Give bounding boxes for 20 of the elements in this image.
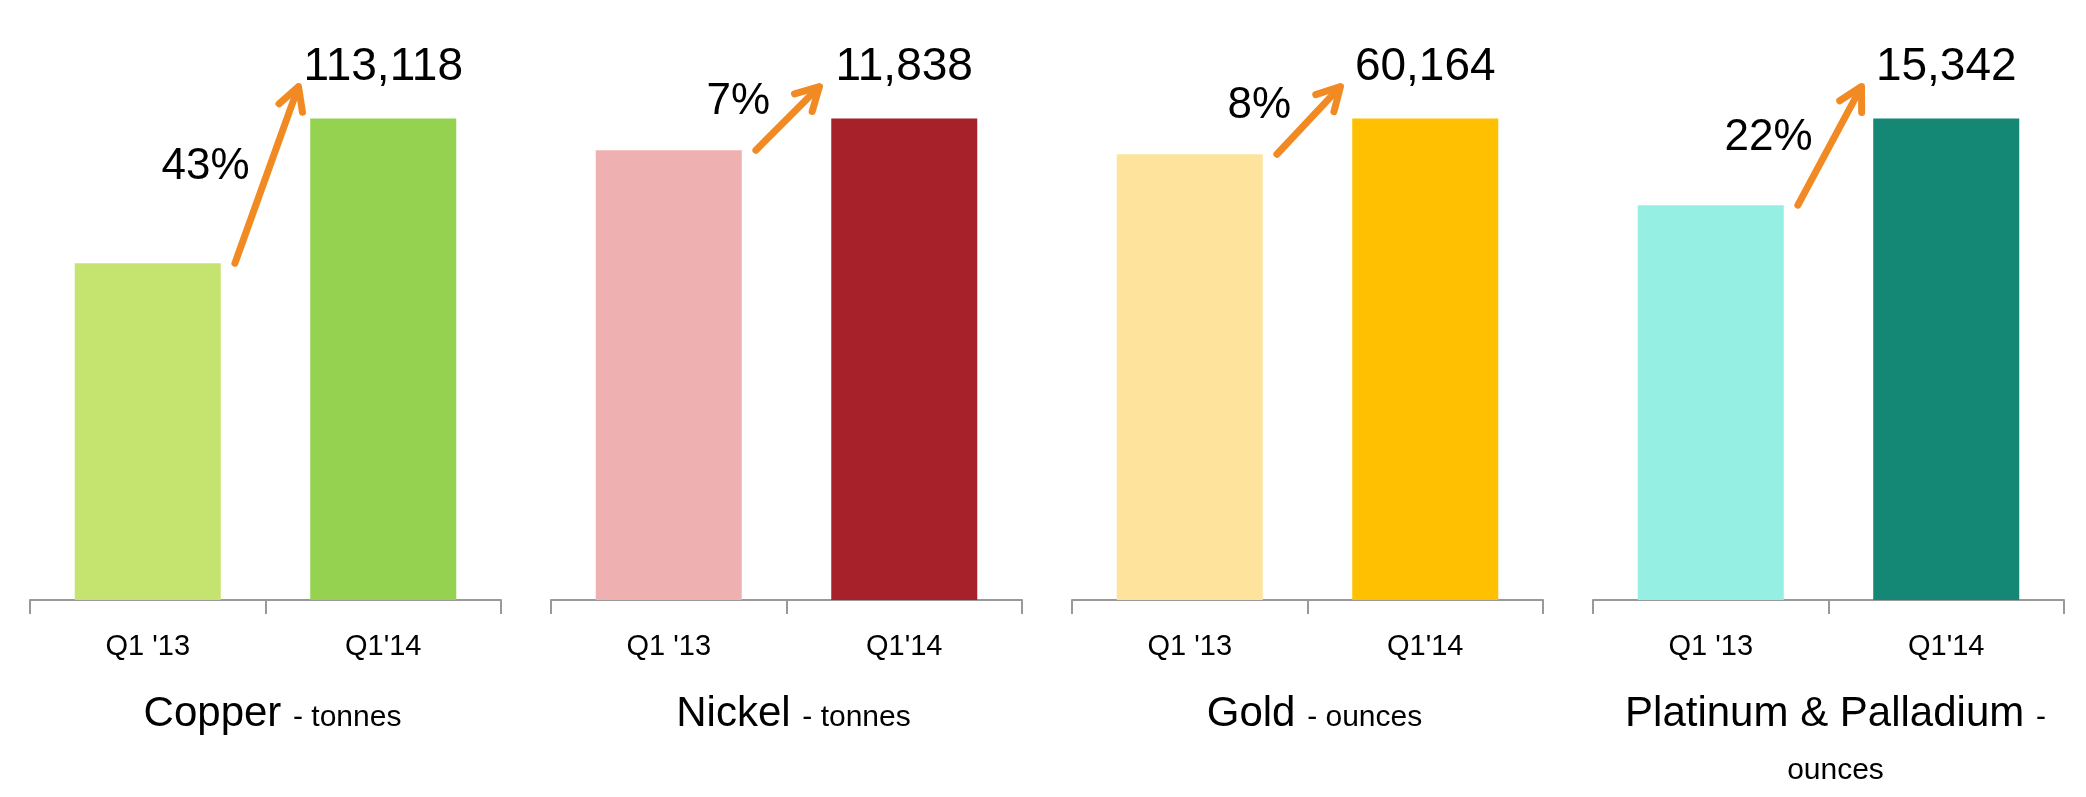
x-tick-label: Q1'14: [1908, 628, 1985, 661]
annotation: 22%: [1724, 109, 1813, 160]
x-tick-label: Q1'14: [1387, 628, 1464, 661]
data-label: 15,342: [1875, 37, 2017, 90]
data-label: 60,164: [1354, 37, 1496, 90]
data-label: 113,118: [303, 37, 463, 90]
text: Platinum & Palladium - ounces: [1625, 688, 2046, 785]
x-tick-label: Q1'14: [345, 628, 422, 661]
data-label: 11,838: [835, 37, 973, 90]
x-tick-label: Q1 '13: [1147, 628, 1233, 661]
x-tick-label: Q1 '13: [1668, 628, 1754, 661]
x-axis-title: Gold - ounces: [1206, 688, 1423, 735]
annotation: 7%: [706, 74, 771, 125]
x-tick-label: Q1 '13: [105, 628, 191, 661]
annotation: 43%: [161, 138, 250, 189]
annotation: 8%: [1227, 78, 1292, 129]
x-tick-label: Q1'14: [866, 628, 943, 661]
x-tick-label: Q1 '13: [626, 628, 712, 661]
x-axis-title: Copper - tonnes: [143, 688, 402, 735]
x-axis-title: Nickel - tonnes: [676, 688, 911, 735]
